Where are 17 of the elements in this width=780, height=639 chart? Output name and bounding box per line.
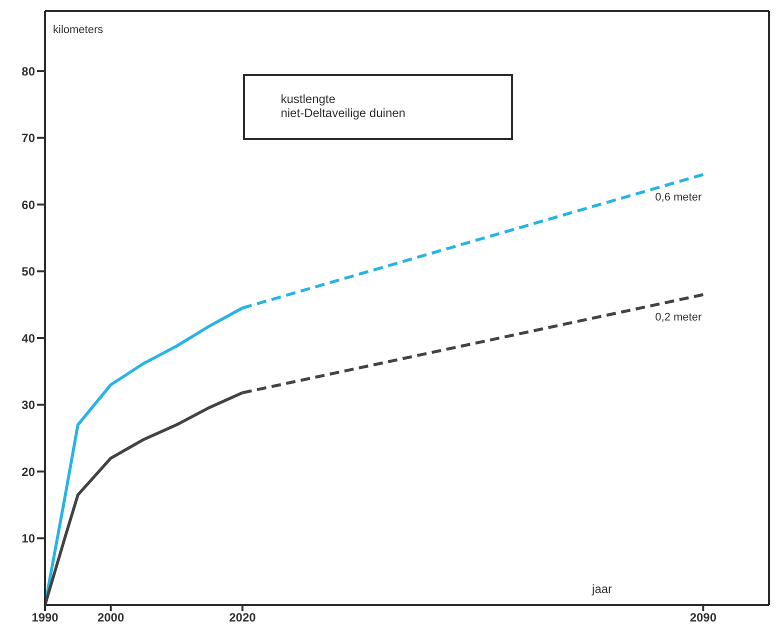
y-tick-label: 70 [22,131,36,146]
y-tick-label: 10 [22,532,36,546]
series-label: 0,6 meter [655,192,702,204]
y-tick-label: 50 [22,264,36,279]
y-tick-label: 60 [22,198,36,212]
y-tick-label: 20 [22,464,36,479]
text: kustlengte niet-Deltaveilige duinen [280,92,406,120]
x-tick-label: 2090 [690,610,717,625]
y-axis-title: kilometers [53,24,104,36]
x-tick-label: 2020 [229,610,256,625]
series-label: 0,2 meter [655,312,702,324]
y-tick-label: 30 [22,398,36,412]
y-tick-label: 80 [22,64,36,78]
x-tick-label: 2000 [97,610,124,625]
x-axis-title: jaar [592,582,612,596]
y-tick-label: 40 [22,331,36,346]
x-tick-label: 1990 [32,610,59,625]
